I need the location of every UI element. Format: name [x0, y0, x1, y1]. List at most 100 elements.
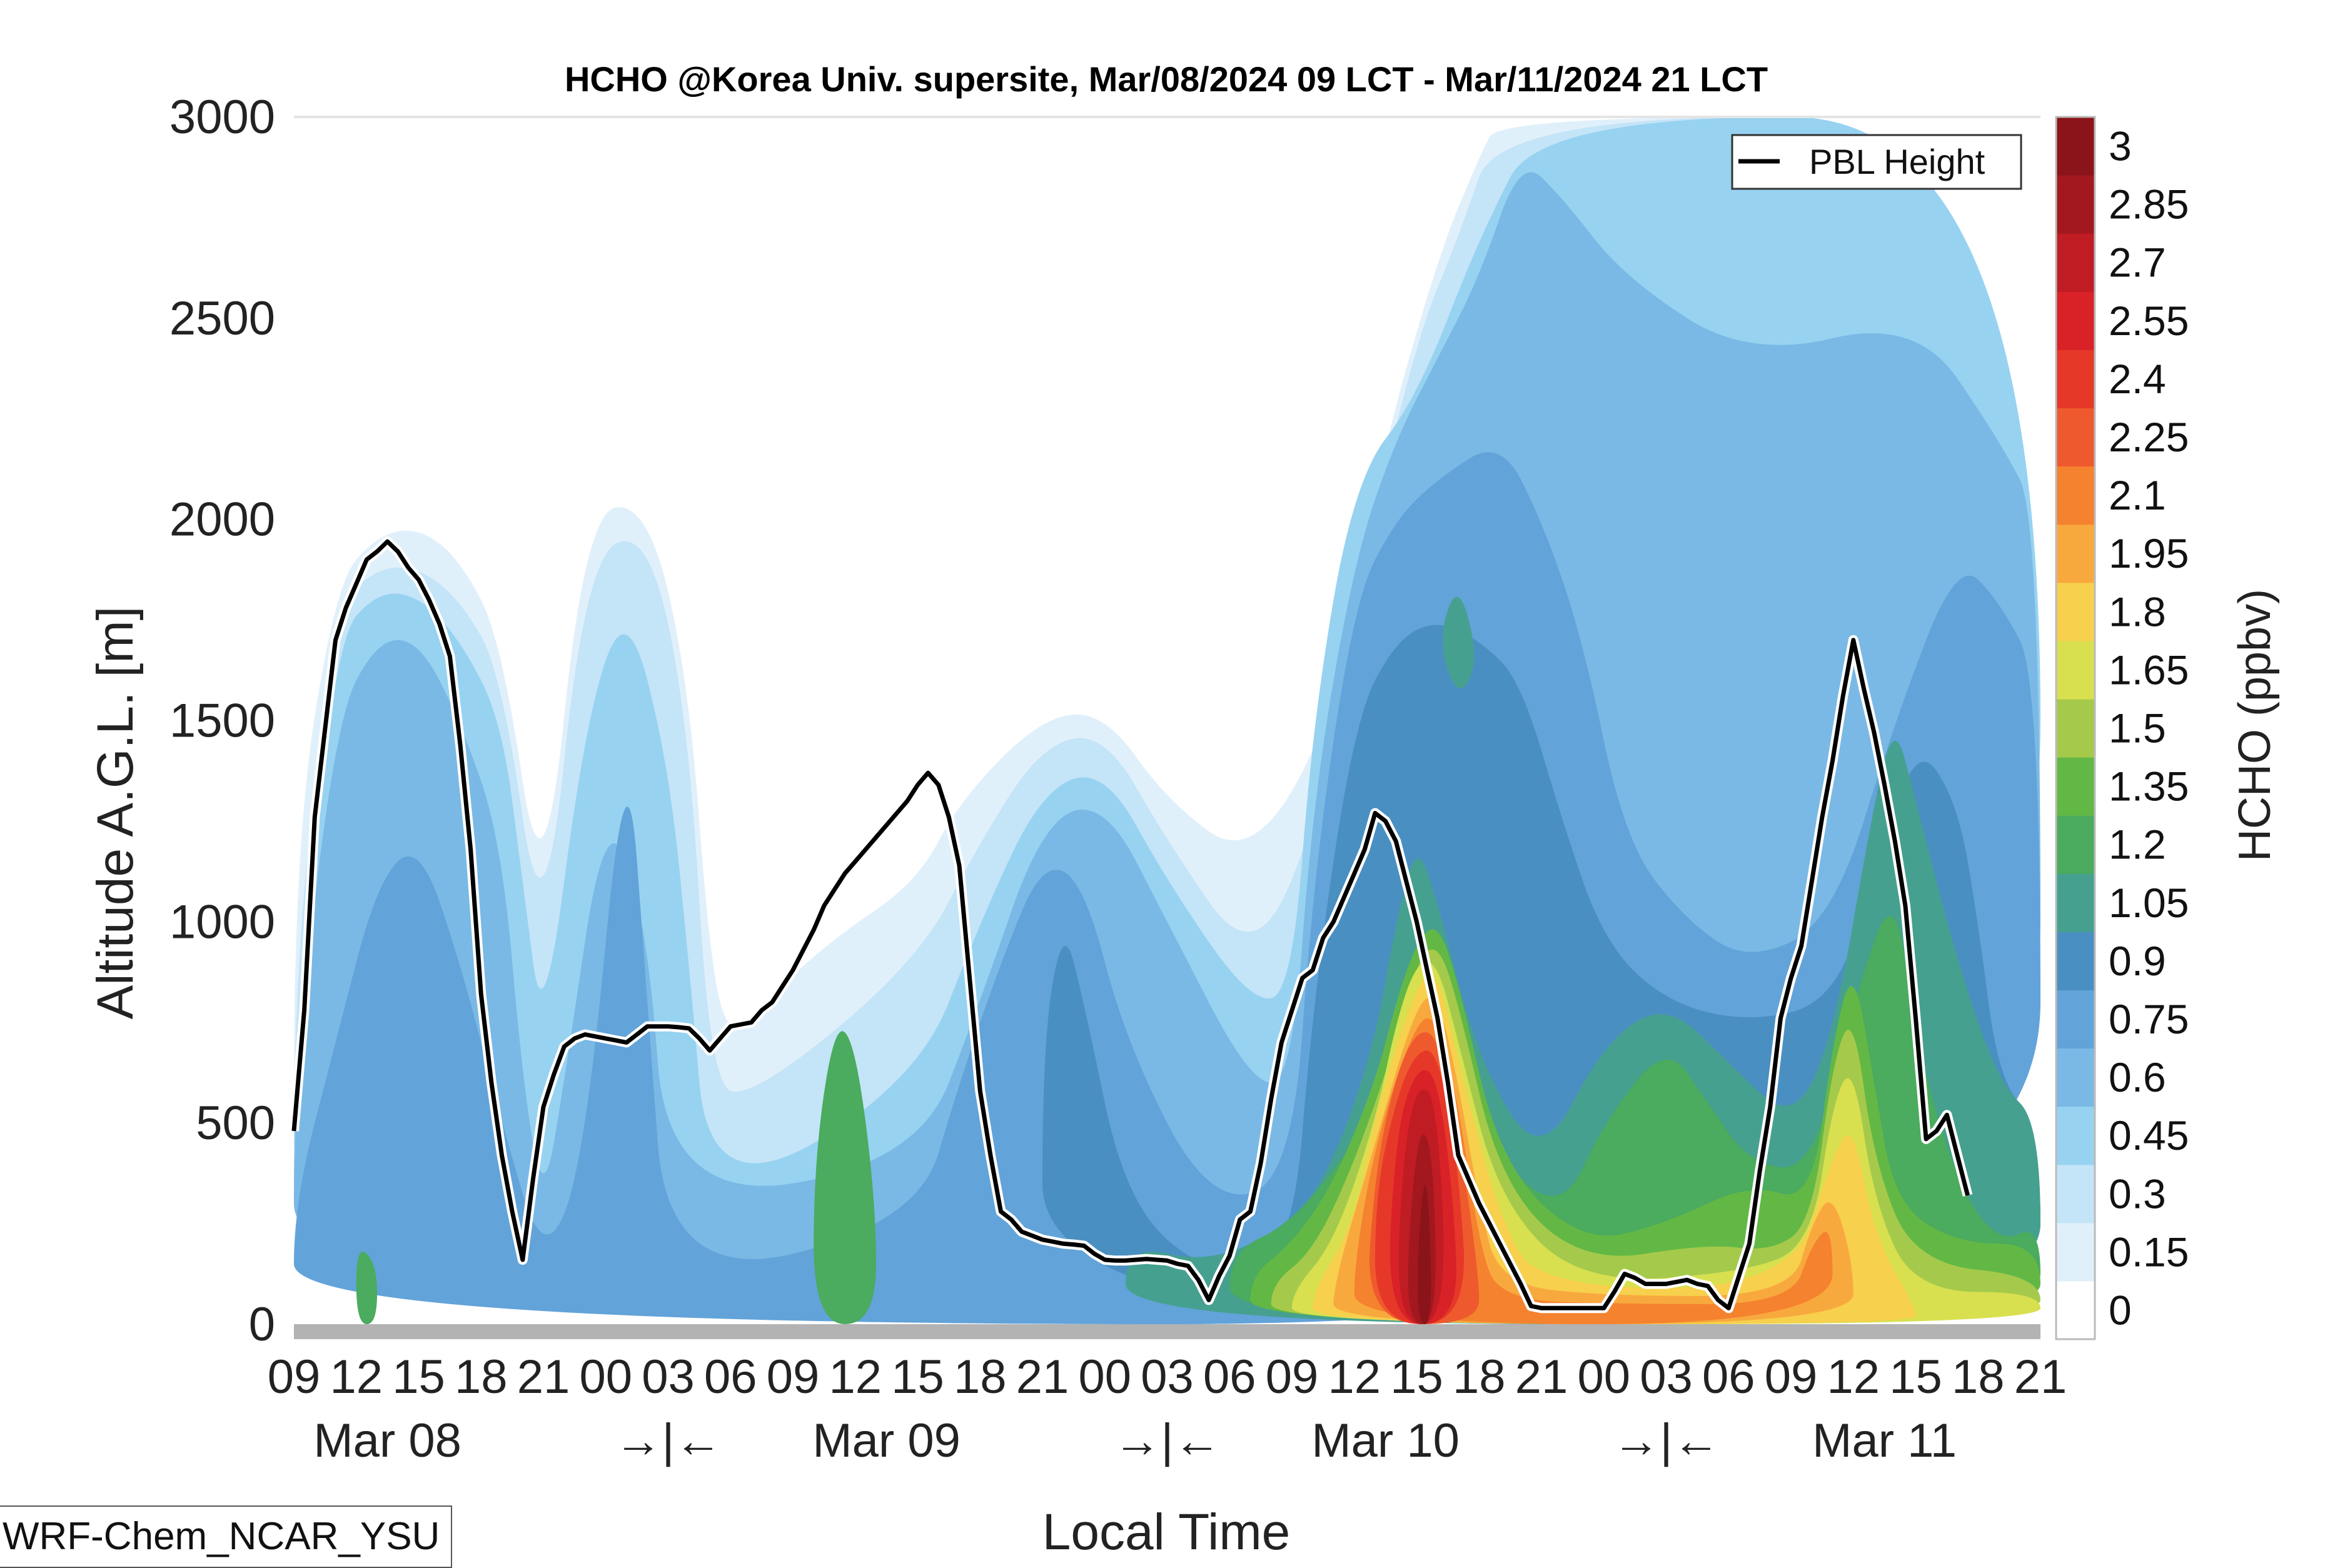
x-tick-label: 00: [579, 1350, 632, 1404]
colorbar-tick-label: 0.45: [2109, 1112, 2189, 1158]
y-tick-label: 3000: [169, 91, 275, 144]
colorbar-swatch: [2056, 1164, 2095, 1224]
colorbar-swatch: [2056, 1048, 2095, 1107]
x-tick-label: 21: [517, 1350, 570, 1404]
x-tick-label: 12: [1328, 1350, 1381, 1404]
x-day-label: Mar 11: [1812, 1414, 1957, 1467]
colorbar-swatch: [2056, 990, 2095, 1049]
colorbar-swatch: [2056, 1222, 2095, 1282]
colorbar-tick-label: 0.9: [2109, 938, 2166, 984]
hcho-contour-region: [1443, 596, 1474, 689]
colorbar-tick-label: 0.15: [2109, 1229, 2189, 1275]
x-tick-label: 00: [1577, 1350, 1630, 1404]
colorbar-swatch: [2056, 466, 2095, 525]
colorbar-tick-label: 0.6: [2109, 1054, 2166, 1100]
x-axis-label: Local Time: [1042, 1504, 1291, 1560]
pbl-height-line: [291, 539, 1970, 1310]
colorbar-swatch: [2056, 640, 2095, 700]
y-tick-label: 0: [249, 1298, 275, 1351]
x-tick-label: 18: [455, 1350, 508, 1404]
colorbar-tick-label: 1.8: [2109, 588, 2166, 635]
x-tick-label: 21: [1515, 1350, 1568, 1404]
y-axis-label: Altitude A.G.L. [m]: [87, 606, 144, 1020]
colorbar-tick-label: 2.1: [2109, 472, 2166, 518]
colorbar-swatch: [2056, 698, 2095, 758]
x-day-label: Mar 09: [812, 1414, 961, 1467]
y-tick-label: 2000: [169, 493, 275, 546]
colorbar-tick-label: 2.7: [2109, 239, 2166, 286]
colorbar-swatch: [2056, 349, 2095, 409]
x-tick-label: 03: [642, 1350, 695, 1404]
x-tick-label: 09: [268, 1350, 321, 1404]
colorbar-frame: [2055, 116, 2096, 1340]
x-tick-label: 21: [2014, 1350, 2067, 1404]
hcho-contour-region: [814, 1031, 876, 1324]
colorbar-tick-label: 1.5: [2109, 705, 2166, 751]
x-tick-label: 18: [954, 1350, 1007, 1404]
colorbar-tick-label: 1.2: [2109, 822, 2166, 868]
x-tick-label: 09: [767, 1350, 820, 1404]
y-tick-label: 1500: [169, 695, 275, 748]
colorbar-swatch: [2056, 233, 2095, 292]
colorbar-swatch: [2056, 175, 2095, 234]
x-day-label: Mar 08: [313, 1414, 461, 1467]
colorbar-tick-label: 1.65: [2109, 646, 2189, 693]
y-tick-label: 1000: [169, 895, 275, 948]
x-day-label: →|←: [1613, 1414, 1720, 1467]
colorbar-tick-label: 2.4: [2109, 356, 2166, 402]
colorbar-tick-label: 0: [2109, 1287, 2132, 1333]
y-tick-label: 2500: [169, 292, 275, 345]
x-tick-label: 18: [1952, 1350, 2005, 1404]
colorbar-tick-label: 0.75: [2109, 996, 2189, 1042]
hcho-contour-field: [294, 117, 2040, 1324]
colorbar-swatch: [2056, 524, 2095, 583]
chart-title: HCHO @Korea Univ. supersite, Mar/08/2024…: [565, 59, 1768, 99]
hcho-contour-region: [1417, 1185, 1431, 1324]
colorbar-tick-label: 1.05: [2109, 880, 2189, 926]
pbl-height-series: [289, 536, 1973, 1314]
legend-box: [1731, 134, 2022, 190]
colorbar-swatch: [2056, 1280, 2095, 1340]
colorbar-tick-label: 1.35: [2109, 763, 2189, 810]
x-day-label: →|←: [615, 1414, 722, 1467]
model-label: WRF-Chem_NCAR_YSU: [0, 1505, 453, 1568]
colorbar-tick-label: 2.25: [2109, 414, 2189, 460]
x-tick-label: 00: [1078, 1350, 1131, 1404]
colorbar-swatch: [2056, 408, 2095, 467]
x-tick-label: 06: [1702, 1350, 1755, 1404]
x-tick-label: 06: [1203, 1350, 1256, 1404]
colorbar-swatch: [2056, 291, 2095, 350]
x-tick-label: 12: [1827, 1350, 1880, 1404]
plot-area: [294, 117, 2040, 1339]
x-tick-label: 18: [1453, 1350, 1506, 1404]
colorbar-swatch: [2056, 932, 2095, 991]
x-tick-label: 03: [1141, 1350, 1194, 1404]
x-tick-label: 09: [1765, 1350, 1818, 1404]
x-tick-label: 15: [1390, 1350, 1443, 1404]
colorbar-swatch: [2056, 582, 2095, 641]
colorbar-tick-label: 2.55: [2109, 298, 2189, 344]
colorbar-label: HCHO (ppbv): [2230, 589, 2280, 862]
ground-strip: [294, 1324, 2040, 1339]
colorbar-swatch: [2056, 1106, 2095, 1165]
x-tick-label: 15: [891, 1350, 944, 1404]
legend: PBL Height: [1731, 134, 2022, 190]
x-tick-label: 06: [704, 1350, 757, 1404]
x-tick-label: 21: [1016, 1350, 1069, 1404]
colorbar-swatch: [2056, 873, 2095, 932]
colorbar-swatch: [2056, 757, 2095, 816]
x-tick-label: 15: [392, 1350, 445, 1404]
colorbar-swatch: [2056, 815, 2095, 874]
x-day-label: →|←: [1114, 1414, 1221, 1467]
hcho-contour-region: [356, 1252, 377, 1324]
x-tick-label: 12: [330, 1350, 383, 1404]
colorbar-tick-label: 0.3: [2109, 1170, 2166, 1217]
x-axis: 09 12 15 18 21 00 03 06 09 12 15 18 21 00 03 06 09 12 15 18…: [268, 1350, 2067, 1467]
colorbar-swatch: [2056, 117, 2095, 176]
y-tick-label: 500: [196, 1097, 275, 1150]
x-tick-label: 03: [1640, 1350, 1693, 1404]
colorbar: 0 0.15 0.3 0.45 0.6 0.75 0.9 1.05 1.2 1.35 1.5 1.65…: [2055, 116, 2189, 1340]
x-tick-label: 12: [829, 1350, 882, 1404]
colorbar-tick-label: 1.95: [2109, 530, 2189, 576]
